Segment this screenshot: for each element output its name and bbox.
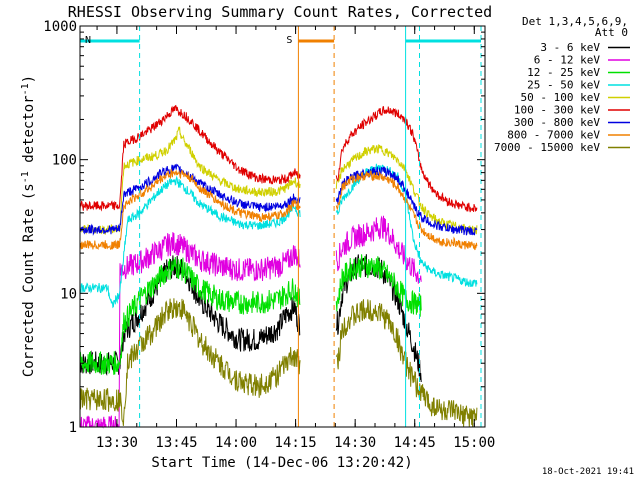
- legend-label-2: 12 - 25 keV: [527, 66, 600, 79]
- annotation-label-0: N: [85, 35, 91, 46]
- timestamp: 18-Oct-2021 19:41: [542, 467, 634, 477]
- y-axis-label-part2: detector: [21, 95, 37, 171]
- x-tick-label-3: 14:15: [275, 435, 317, 451]
- y-tick-label-1: 10: [60, 286, 77, 302]
- x-tick-label-2: 14:00: [215, 435, 257, 451]
- legend-label-0: 3 - 6 keV: [540, 41, 600, 54]
- legend-header-1: Att 0: [595, 26, 628, 39]
- y-tick-label-2: 100: [52, 153, 77, 169]
- x-axis-label: Start Time (14-Dec-06 13:20:42): [151, 455, 412, 471]
- legend-label-1: 6 - 12 keV: [534, 54, 601, 67]
- legend-label-7: 800 - 7000 keV: [507, 129, 600, 142]
- y-axis-label-part1: Corrected Count Rate (s: [21, 183, 37, 377]
- legend-label-8: 7000 - 15000 keV: [494, 141, 600, 154]
- x-tick-label-0: 13:30: [96, 435, 138, 451]
- y-tick-label-0: 1: [69, 420, 77, 436]
- annotation-label-2: S: [286, 35, 292, 46]
- legend-label-5: 100 - 300 keV: [514, 104, 600, 117]
- series-line-2: [79, 254, 422, 375]
- legend-header-0: Det 1,3,4,5,6,9,: [522, 15, 628, 28]
- legend-label-4: 50 - 100 keV: [521, 91, 601, 104]
- x-tick-label-6: 15:00: [453, 435, 495, 451]
- y-axis-label: Corrected Count Rate (s-1 detector-1): [20, 75, 37, 377]
- series-line-7: [79, 168, 478, 251]
- x-tick-label-4: 14:30: [334, 435, 376, 451]
- y-axis-label-sup1: -1: [20, 171, 31, 183]
- series-line-5: [79, 104, 478, 213]
- y-axis-label-part3: ): [21, 75, 37, 83]
- legend-label-6: 300 - 800 keV: [514, 116, 600, 129]
- chart-title: RHESSI Observing Summary Count Rates, Co…: [68, 3, 492, 21]
- x-tick-label-5: 14:45: [394, 435, 436, 451]
- y-axis-label-sup2: -1: [20, 83, 31, 95]
- y-tick-label-3: 1000: [43, 19, 77, 35]
- axis-ticks: 13:30 13:45 14:00 14:15 14:30 14:45 15:00 1 10 10…: [43, 19, 495, 451]
- plot-frame: [79, 25, 486, 428]
- x-tick-label-1: 13:45: [155, 435, 197, 451]
- legend-label-3: 25 - 50 keV: [527, 79, 600, 92]
- series-line-8: [79, 298, 478, 428]
